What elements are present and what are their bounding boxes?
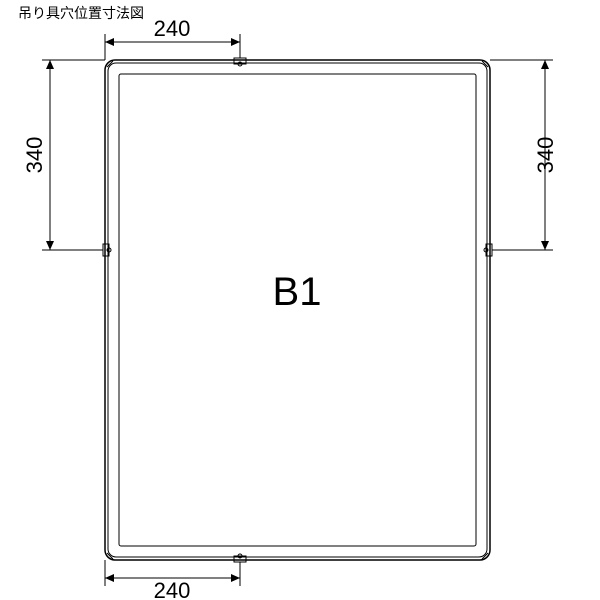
arrowhead-icon <box>231 38 240 46</box>
dim-left-value: 340 <box>22 137 47 174</box>
center-label: B1 <box>273 270 322 314</box>
dimension-diagram: 吊り具穴位置寸法図 B1 240 <box>0 0 600 600</box>
arrowhead-icon <box>105 574 114 582</box>
arrowhead-icon <box>541 60 549 69</box>
dim-bottom: 240 <box>105 560 240 600</box>
diagram-title: 吊り具穴位置寸法図 <box>18 5 144 21</box>
arrowhead-icon <box>105 38 114 46</box>
dim-right: 340 <box>490 60 558 250</box>
arrowhead-icon <box>541 241 549 250</box>
arrowhead-icon <box>231 574 240 582</box>
dim-bottom-value: 240 <box>154 578 191 600</box>
dim-top: 240 <box>105 16 240 60</box>
dim-right-value: 340 <box>533 137 558 174</box>
dim-left: 340 <box>22 60 105 250</box>
arrowhead-icon <box>46 60 54 69</box>
dim-top-value: 240 <box>154 16 191 41</box>
arrowhead-icon <box>46 241 54 250</box>
